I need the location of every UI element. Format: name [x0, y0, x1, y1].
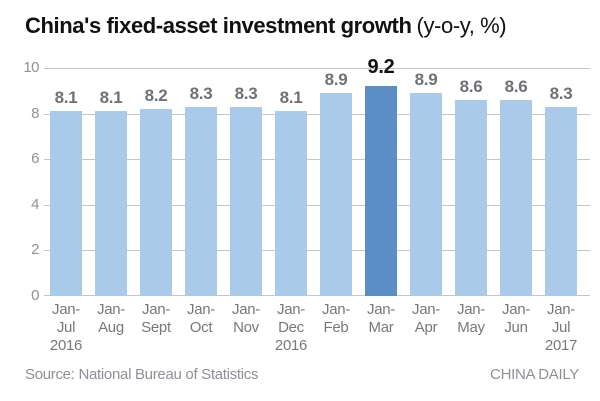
x-tick-line: Jan- — [412, 301, 440, 318]
bar-jan-may — [455, 99, 487, 296]
x-tick-line: 2017 — [544, 337, 578, 354]
x-tick-label: Jan- Jul 2017 — [537, 301, 585, 355]
x-tick-line: Jan- — [322, 301, 350, 318]
y-tick-label: 10 — [23, 59, 39, 76]
bar-jan-feb — [320, 93, 352, 296]
bar-jan-oct — [185, 106, 217, 296]
x-tick-line: May — [457, 319, 485, 336]
x-tick-line: Jun — [504, 319, 528, 336]
gridline-y0 — [44, 295, 590, 296]
x-tick-label: Jan- May — [447, 301, 495, 337]
x-tick-line: 2016 — [274, 337, 308, 354]
x-tick-line: Jan- — [457, 301, 485, 318]
x-tick-label: Jan- Apr — [402, 301, 450, 337]
bar-value-label: 8.6 — [459, 76, 483, 96]
x-tick-label: Jan- Dec 2016 — [267, 301, 315, 355]
x-tick-line: Apr — [414, 319, 438, 336]
y-tick-label: 0 — [31, 287, 39, 304]
x-tick-line: Aug — [98, 319, 124, 336]
bar-jan-jul-2016 — [50, 111, 82, 296]
x-tick-line: Nov — [233, 319, 259, 336]
y-tick-label: 8 — [31, 104, 39, 122]
y-axis: 0 2 4 6 8 10 — [0, 59, 39, 304]
x-tick-label: Jan- Aug — [87, 301, 135, 337]
bar-value-label: 8.3 — [549, 83, 573, 103]
bar-jan-sept — [140, 109, 172, 296]
bar-value-label: 8.3 — [189, 83, 213, 103]
x-tick-label: Jan- Jun — [492, 301, 540, 337]
x-tick-line: Jan- — [502, 301, 530, 318]
bar-value-label: 8.1 — [279, 88, 303, 108]
bar-value-label: 8.9 — [414, 70, 438, 90]
x-tick-line: Jan- — [367, 301, 395, 318]
x-tick-line: 2016 — [49, 337, 83, 354]
source-note: Source: National Bureau of Statistics — [25, 366, 259, 383]
x-tick-label: Jan- Feb — [312, 301, 360, 337]
chart-title-unit: (y-o-y, %) — [416, 13, 507, 38]
x-tick-line: Jan- — [547, 301, 575, 318]
x-tick-line: Jan- — [187, 301, 215, 318]
y-tick-label: 4 — [31, 195, 39, 213]
bar-value-label: 8.2 — [144, 86, 168, 106]
x-tick-line: Jan- — [232, 301, 260, 318]
bar-value-label: 8.1 — [54, 88, 78, 108]
x-tick-line: Oct — [189, 319, 213, 336]
x-tick-label: Jan- Sept — [132, 301, 180, 337]
x-tick-line: Jul — [56, 319, 76, 336]
bar-jan-dec-2016 — [275, 111, 307, 296]
bar-value-label: 8.9 — [324, 70, 348, 90]
x-tick-line: Mar — [368, 319, 394, 336]
gridline-y4 — [44, 204, 590, 206]
gridline-y8 — [44, 113, 590, 115]
y-tick-label: 2 — [31, 241, 39, 259]
gridline-y2 — [44, 250, 590, 252]
y-tick-label: 6 — [31, 150, 39, 168]
x-tick-line: Jan- — [277, 301, 305, 318]
bar-jan-jun — [500, 99, 532, 296]
bar-jan-mar — [365, 86, 397, 296]
bar-jan-jul-2017 — [545, 106, 577, 296]
x-tick-line: Jul — [551, 319, 571, 336]
gridline-y10 — [44, 68, 590, 69]
gridline-y6 — [44, 159, 590, 161]
x-tick-label: Jan- Jul 2016 — [42, 301, 90, 355]
x-tick-label: Jan- Mar — [357, 301, 405, 337]
x-tick-line: Jan- — [97, 301, 125, 318]
x-tick-line: Sept — [141, 319, 171, 336]
x-tick-label: Jan- Nov — [222, 301, 270, 337]
x-tick-line: Jan- — [52, 301, 80, 318]
x-tick-line: Jan- — [142, 301, 170, 318]
bar-jan-apr — [410, 93, 442, 296]
bar-value-label: 9.2 — [367, 56, 395, 79]
bar-jan-aug — [95, 111, 127, 296]
bar-value-label: 8.1 — [99, 88, 123, 108]
x-tick-line: Feb — [323, 319, 349, 336]
bar-value-label: 8.3 — [234, 83, 258, 103]
x-tick-line: Dec — [278, 319, 304, 336]
x-tick-label: Jan- Oct — [177, 301, 225, 337]
chart-title-main: China's fixed-asset investment growth — [25, 13, 412, 38]
bar-jan-nov — [230, 106, 262, 296]
chart-title: China's fixed-asset investment growth (y-… — [25, 13, 507, 39]
bar-chart-plot-area: 8.1 8.1 8.2 8.3 8.3 8.1 8.9 9.2 8.9 8.6 8.6 8.3 — [44, 56, 590, 296]
bar-value-label: 8.6 — [504, 76, 528, 96]
branding-label: CHINA DAILY — [490, 366, 579, 383]
x-axis: Jan- Jul 2016 Jan- Aug Jan- Sept Jan- Oct Jan- Nov… — [44, 301, 590, 359]
